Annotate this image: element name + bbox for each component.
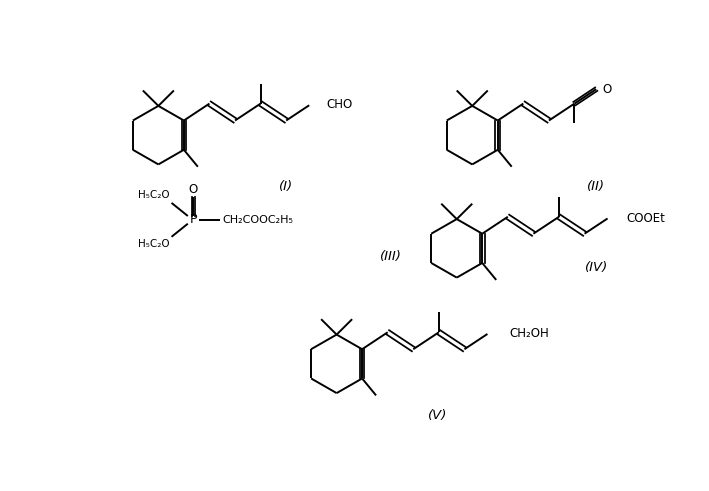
Text: CH₂COOC₂H₅: CH₂COOC₂H₅: [223, 215, 294, 225]
Text: H₅C₂O: H₅C₂O: [138, 190, 170, 200]
Text: CHO: CHO: [326, 98, 352, 111]
Text: COOEt: COOEt: [626, 212, 665, 225]
Text: (IV): (IV): [585, 261, 608, 274]
Text: H₅C₂O: H₅C₂O: [138, 240, 170, 249]
Text: CH₂OH: CH₂OH: [509, 327, 549, 340]
Text: (I): (I): [279, 180, 294, 193]
Text: (II): (II): [587, 180, 605, 193]
Text: (III): (III): [380, 249, 402, 263]
Text: O: O: [189, 183, 198, 195]
Text: P: P: [189, 214, 197, 226]
Text: O: O: [603, 82, 612, 96]
Text: (V): (V): [428, 409, 447, 422]
